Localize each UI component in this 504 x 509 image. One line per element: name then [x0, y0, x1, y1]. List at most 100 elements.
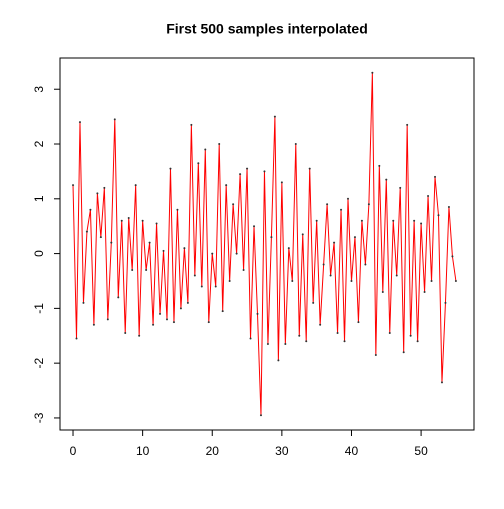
data-point: [430, 279, 433, 282]
data-point: [374, 353, 377, 356]
x-tick-label: 10: [136, 444, 150, 458]
data-point: [294, 143, 297, 146]
data-point: [228, 279, 231, 282]
data-point: [242, 269, 245, 272]
data-point: [399, 186, 402, 189]
data-point: [312, 301, 315, 304]
data-point: [186, 301, 189, 304]
data-point: [402, 351, 405, 354]
data-point: [378, 164, 381, 167]
data-point: [169, 167, 172, 170]
x-tick-label: 30: [275, 444, 289, 458]
data-point: [176, 208, 179, 211]
y-tick-label: 3: [32, 86, 46, 93]
data-point: [197, 162, 200, 165]
data-point: [427, 195, 430, 198]
data-point: [92, 323, 95, 326]
data-point: [392, 219, 395, 222]
data-point: [225, 184, 228, 187]
data-point: [284, 342, 287, 345]
data-point: [190, 123, 193, 126]
data-point: [451, 255, 454, 258]
data-point: [434, 175, 437, 178]
data-point: [440, 381, 443, 384]
data-point: [211, 252, 214, 255]
data-point: [273, 115, 276, 118]
data-point: [127, 216, 130, 219]
data-point: [120, 219, 123, 222]
data-point: [308, 167, 311, 170]
data-point: [78, 121, 81, 124]
data-point: [364, 263, 367, 266]
data-point: [371, 71, 374, 74]
data-point: [287, 247, 290, 250]
data-point: [322, 263, 325, 266]
data-point: [340, 208, 343, 211]
data-point: [388, 332, 391, 335]
chart-title: First 500 samples interpolated: [166, 21, 368, 37]
data-point: [357, 321, 360, 324]
data-point: [148, 241, 151, 244]
data-point: [270, 236, 273, 239]
data-point: [406, 123, 409, 126]
data-point: [277, 359, 280, 362]
data-point: [96, 192, 99, 195]
data-point: [346, 197, 349, 200]
data-point: [367, 203, 370, 206]
data-point: [447, 206, 450, 209]
data-point: [232, 203, 235, 206]
data-point: [106, 318, 109, 321]
data-point: [416, 340, 419, 343]
y-tick-label: -1: [32, 303, 46, 314]
data-point: [385, 178, 388, 181]
data-point: [103, 186, 106, 189]
data-point: [381, 290, 384, 293]
data-point: [138, 334, 141, 337]
data-point: [263, 170, 266, 173]
data-point: [145, 269, 148, 272]
data-point: [329, 274, 332, 277]
data-point: [326, 203, 329, 206]
data-point: [253, 225, 256, 228]
data-point: [89, 208, 92, 211]
data-point: [444, 301, 447, 304]
data-point: [298, 334, 301, 337]
data-point: [179, 307, 182, 310]
data-point: [152, 323, 155, 326]
data-point: [75, 337, 78, 340]
data-point: [409, 334, 412, 337]
data-point: [200, 285, 203, 288]
data-point: [454, 279, 457, 282]
data-point: [85, 230, 88, 233]
data-point: [204, 148, 207, 151]
data-point: [395, 274, 398, 277]
data-point: [155, 222, 158, 225]
data-point: [301, 233, 304, 236]
data-point: [207, 321, 210, 324]
data-point: [110, 241, 113, 244]
x-tick-label: 0: [70, 444, 77, 458]
y-tick-label: -3: [32, 412, 46, 423]
data-point: [117, 296, 120, 299]
data-point: [291, 279, 294, 282]
data-point: [218, 143, 221, 146]
y-tick-label: 2: [32, 140, 46, 147]
data-point: [113, 118, 116, 121]
data-point: [82, 301, 85, 304]
data-point: [437, 214, 440, 217]
data-point: [141, 219, 144, 222]
data-point: [183, 247, 186, 250]
data-point: [72, 184, 75, 187]
data-point: [353, 236, 356, 239]
y-tick-label: 1: [32, 195, 46, 202]
data-point: [165, 318, 168, 321]
data-line: [72, 72, 457, 416]
data-point: [423, 290, 426, 293]
data-point: [99, 236, 102, 239]
data-point: [249, 337, 252, 340]
data-point: [343, 340, 346, 343]
data-point: [221, 310, 224, 313]
data-point: [360, 219, 363, 222]
data-point: [124, 332, 127, 335]
data-point: [336, 332, 339, 335]
